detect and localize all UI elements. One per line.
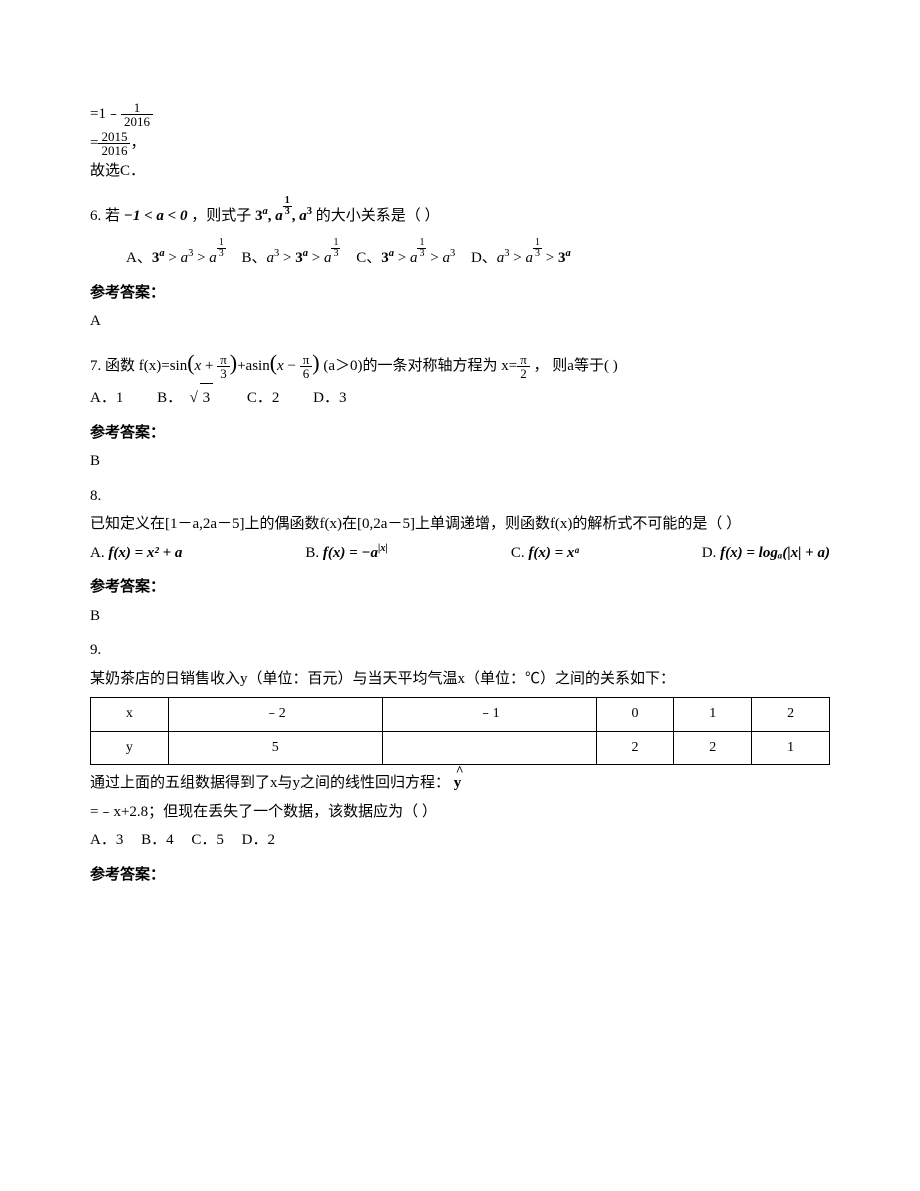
q6-cond: −1 < a < 0 bbox=[124, 208, 188, 224]
cell-y-4: 1 bbox=[752, 731, 830, 765]
q8-optA: A. f(x) = x² + a bbox=[90, 539, 182, 568]
cell-x-0: ﹣2 bbox=[168, 698, 382, 732]
intro-line1: =1﹣12016 bbox=[90, 100, 830, 129]
q8-optB: B. f(x) = −a|x| bbox=[305, 539, 388, 568]
intro-l1-prefix: =1﹣ bbox=[90, 106, 121, 122]
cell-y-2: 2 bbox=[596, 731, 674, 765]
y-hat: y bbox=[454, 769, 462, 798]
intro-block: =1﹣12016 =20152016， 故选C． bbox=[90, 100, 830, 186]
cell-y-1 bbox=[382, 731, 596, 765]
q7-optC: C．2 bbox=[247, 390, 280, 406]
intro-l2-prefix: = bbox=[90, 135, 98, 151]
cell-y-0: 5 bbox=[168, 731, 382, 765]
q8-optC: C. f(x) = xᵃ bbox=[511, 539, 579, 568]
frac-1-2016: 12016 bbox=[121, 101, 153, 128]
q8-optD: D. f(x) = logₐ(|x| + a) bbox=[702, 539, 830, 568]
q6-optB: B、a3 > 3a > a13 bbox=[242, 250, 341, 266]
question-9: 9. 某奶茶店的日销售收入y（单位：百元）与当天平均气温x（单位：℃）之间的关系… bbox=[90, 636, 830, 889]
q8-stem: 已知定义在[1－a,2a－5]上的偶函数f(x)在[0,2a－5]上单调递增，则… bbox=[90, 510, 830, 539]
q9-optB: B．4 bbox=[141, 832, 174, 848]
cell-x-1: ﹣1 bbox=[382, 698, 596, 732]
q6-stem: 6. 若 −1 < a < 0 ，则式子 3a, a13, a3 的大小关系是（… bbox=[90, 196, 830, 231]
q7-ans: B bbox=[90, 447, 830, 476]
q9-optD: D．2 bbox=[242, 832, 275, 848]
q9-stem: 某奶茶店的日销售收入y（单位：百元）与当天平均气温x（单位：℃）之间的关系如下： bbox=[90, 665, 830, 694]
question-7: 7. 函数 f(x)=sin(x + π3)+asin(x − π6) (a＞0… bbox=[90, 342, 830, 476]
q7-optA: A．1 bbox=[90, 390, 123, 406]
q7-stem: 7. 函数 f(x)=sin(x + π3)+asin(x − π6) (a＞0… bbox=[90, 342, 830, 384]
q6-options: A、3a > a3 > a13 B、a3 > 3a > a13 C、3a > a… bbox=[90, 238, 830, 273]
q9-post2: =﹣x+2.8；但现在丢失了一个数据，该数据应为（ ） bbox=[90, 798, 830, 827]
q6-optC: C、3a > a13 > a3 bbox=[356, 250, 455, 266]
q7-options: A．1 B． 3 C．2 D．3 bbox=[90, 383, 830, 413]
cell-x-4: 2 bbox=[752, 698, 830, 732]
frac-2015-2016: 20152016 bbox=[98, 130, 130, 157]
q9-optA: A．3 bbox=[90, 832, 123, 848]
cell-x-2: 0 bbox=[596, 698, 674, 732]
q9-num: 9. bbox=[90, 636, 830, 665]
intro-line3: 故选C． bbox=[90, 157, 830, 186]
table-row-x: x ﹣2 ﹣1 0 1 2 bbox=[91, 698, 830, 732]
q8-ans: B bbox=[90, 602, 830, 631]
q8-num: 8. bbox=[90, 482, 830, 511]
q7-optD: D．3 bbox=[313, 390, 346, 406]
q7-ans-label: 参考答案： bbox=[90, 419, 830, 448]
q8-options: A. f(x) = x² + a B. f(x) = −a|x| C. f(x)… bbox=[90, 539, 830, 568]
q7-func: f(x)=sin(x + π3)+asin(x − π6) bbox=[139, 358, 324, 374]
q6-expr-list: 3a, a13, a3 bbox=[255, 208, 316, 224]
q7-axis: x=π2 bbox=[501, 358, 530, 374]
q8-ans-label: 参考答案： bbox=[90, 573, 830, 602]
cell-x-3: 1 bbox=[674, 698, 752, 732]
q7-optB: B． 3 bbox=[157, 390, 213, 406]
question-6: 6. 若 −1 < a < 0 ，则式子 3a, a13, a3 的大小关系是（… bbox=[90, 196, 830, 336]
cell-x-h: x bbox=[91, 698, 169, 732]
q6-ans: A bbox=[90, 307, 830, 336]
q6-ans-label: 参考答案： bbox=[90, 279, 830, 308]
q6-optD: D、a3 > a13 > 3a bbox=[471, 250, 571, 266]
q9-table: x ﹣2 ﹣1 0 1 2 y 5 2 2 1 bbox=[90, 697, 830, 765]
cell-y-3: 2 bbox=[674, 731, 752, 765]
q9-options: A．3 B．4 C．5 D．2 bbox=[90, 826, 830, 855]
q9-ans-label: 参考答案： bbox=[90, 861, 830, 890]
cell-y-h: y bbox=[91, 731, 169, 765]
q9-optC: C．5 bbox=[191, 832, 224, 848]
intro-line2: =20152016， bbox=[90, 129, 830, 158]
q6-optA: A、3a > a3 > a13 bbox=[126, 250, 226, 266]
question-8: 8. 已知定义在[1－a,2a－5]上的偶函数f(x)在[0,2a－5]上单调递… bbox=[90, 482, 830, 631]
q9-post1: 通过上面的五组数据得到了x与y之间的线性回归方程： y bbox=[90, 769, 830, 798]
